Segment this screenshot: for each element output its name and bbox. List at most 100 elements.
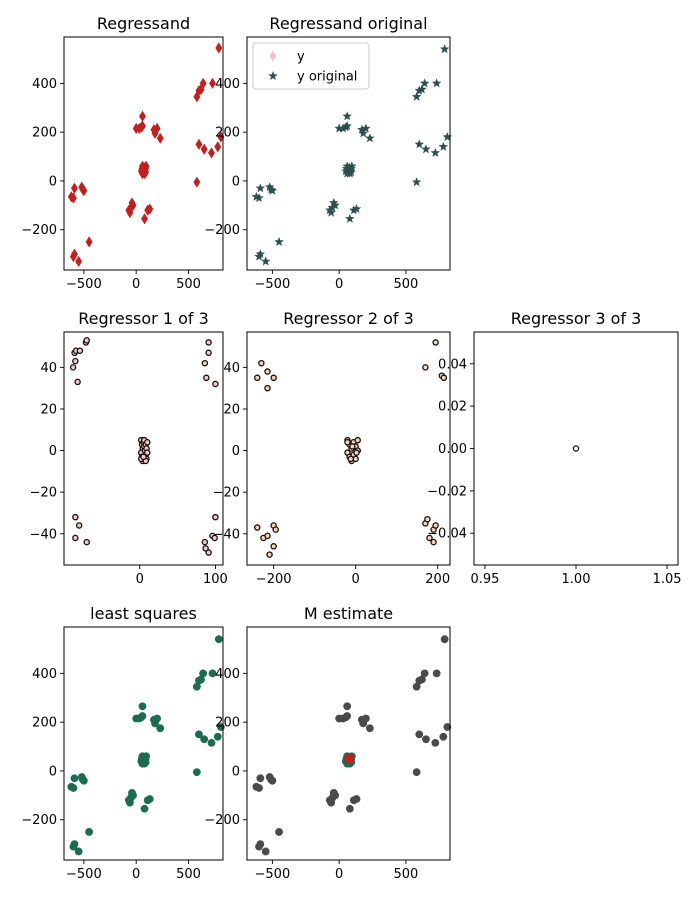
series-0 — [572, 445, 580, 452]
data-point — [330, 200, 340, 210]
data-point — [199, 77, 207, 90]
data-point — [358, 128, 369, 138]
data-point — [351, 203, 362, 214]
data-point — [270, 374, 277, 382]
data-point — [146, 203, 154, 215]
x-tick-label: 100 — [203, 572, 228, 587]
data-point — [432, 339, 439, 346]
data-point — [411, 177, 422, 187]
x-tick-label: 0 — [136, 572, 144, 587]
data-point — [438, 141, 449, 151]
y-tick-label: 0.00 — [438, 442, 467, 457]
subplot-least-squares: least squares −500 0 500 −200 0 200 400 — [21, 604, 225, 882]
data-point — [432, 522, 439, 529]
legend-box — [252, 42, 370, 90]
axes-frame — [473, 331, 679, 566]
data-point — [361, 123, 371, 133]
y-tick-label: 40 — [40, 361, 57, 376]
legend-marker — [268, 70, 278, 81]
data-point — [424, 515, 431, 523]
y-tick-label: −200 — [204, 813, 240, 828]
data-point — [79, 776, 88, 785]
data-point — [211, 534, 218, 542]
data-point — [140, 804, 149, 813]
data-point — [214, 141, 222, 153]
y-tick-label: 20 — [40, 402, 57, 417]
data-point — [431, 78, 442, 88]
data-point — [260, 256, 271, 266]
data-point — [266, 551, 273, 558]
data-point — [431, 738, 440, 747]
data-point — [200, 143, 208, 155]
y-tick-label: 0 — [232, 764, 240, 779]
legend: y y original — [252, 42, 370, 90]
data-point — [272, 526, 279, 533]
y-tick-label: −200 — [21, 223, 57, 238]
data-point — [70, 840, 79, 849]
data-point — [439, 44, 450, 54]
data-point — [201, 359, 209, 367]
data-point — [255, 183, 266, 193]
data-point — [212, 380, 219, 388]
data-point — [138, 110, 146, 122]
data-point — [346, 753, 355, 762]
data-point — [349, 443, 356, 450]
data-point — [267, 185, 278, 195]
y-tick-label: 0.02 — [438, 400, 467, 415]
data-point — [256, 840, 265, 849]
data-point — [140, 453, 147, 461]
y-tick-label: 0 — [49, 444, 57, 459]
y-tick-label: 400 — [32, 77, 57, 92]
legend-marker — [269, 50, 277, 62]
y-tick-label: −40 — [213, 527, 240, 542]
data-point — [420, 669, 429, 678]
subplot-regressand-original: Regressand original −500 0 500 −200 0 200 400 yy… — [204, 14, 453, 292]
data-point — [345, 213, 355, 223]
x-tick-label: −200 — [256, 572, 292, 587]
data-point — [199, 669, 208, 678]
data-point — [138, 120, 146, 132]
y-tick-label: −40 — [30, 527, 57, 542]
data-point — [205, 549, 212, 556]
x-tick-label: −500 — [255, 277, 291, 292]
x-tick-label: 200 — [425, 572, 450, 587]
data-point — [203, 374, 210, 382]
data-point — [422, 364, 429, 371]
data-point — [69, 192, 77, 204]
y-tick-label: −200 — [21, 813, 57, 828]
data-point — [69, 784, 78, 792]
data-point — [70, 774, 79, 783]
data-point — [353, 449, 360, 456]
data-point — [205, 349, 212, 357]
data-point — [421, 144, 431, 154]
data-point — [342, 120, 352, 131]
axes-frame — [63, 36, 224, 271]
data-point — [144, 449, 151, 456]
data-point — [255, 784, 263, 792]
data-point — [254, 192, 264, 203]
data-point — [365, 724, 374, 733]
data-point — [124, 796, 133, 805]
y-tick-label: 200 — [32, 716, 57, 731]
subplot-title: least squares — [90, 604, 197, 623]
data-point — [145, 795, 154, 803]
y-tick-label: 0 — [49, 764, 57, 779]
data-point — [347, 455, 355, 463]
data-point — [264, 532, 271, 540]
y-tick-label: 200 — [215, 716, 240, 731]
y-tick-label: −200 — [204, 223, 240, 238]
data-point — [70, 182, 78, 194]
subplot-title: M estimate — [304, 604, 393, 623]
data-point — [346, 167, 356, 177]
data-point — [70, 248, 78, 260]
subplot-regressor-1: Regressor 1 of 3 0 100 −40 −20 0 20 40 — [30, 309, 228, 587]
data-point — [422, 735, 430, 744]
data-point — [201, 538, 209, 546]
data-point — [254, 374, 261, 382]
data-point — [343, 702, 352, 711]
x-tick-label: 0.95 — [470, 572, 499, 587]
data-point — [342, 111, 352, 121]
data-point — [258, 359, 265, 367]
y-tick-label: 20 — [223, 402, 240, 417]
